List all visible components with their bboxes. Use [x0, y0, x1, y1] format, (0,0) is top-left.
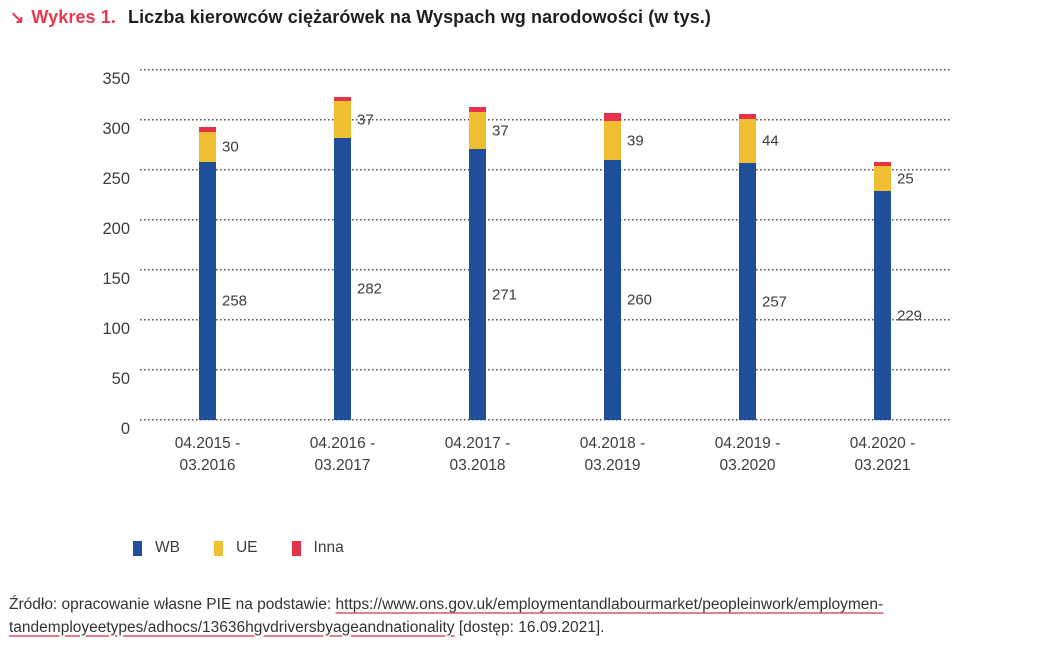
y-tick-label-200: 200 [102, 220, 130, 238]
x-tick-line: 04.2019 - [714, 435, 781, 452]
x-tick-line: 04.2015 - [174, 435, 241, 452]
gridline-200 [140, 219, 950, 221]
value-label-wb-5: 257 [762, 293, 788, 310]
gridline-350 [140, 69, 950, 71]
bar-segment-wb-5 [739, 163, 756, 420]
source-link-part-1[interactable]: https://www.ons.gov.uk/employmentandlabo… [335, 596, 884, 613]
value-label-ue-4: 39 [627, 132, 644, 149]
bar-segment-wb-2 [334, 138, 351, 420]
legend: WB UE Inna [133, 539, 344, 557]
bar-segment-ue-5 [739, 119, 756, 163]
x-tick-line: 04.2016 - [309, 435, 376, 452]
bar-segment-inna-3 [469, 107, 486, 112]
source-link-part-2[interactable]: tandemployeetypes/adhocs/13636hgvdrivers… [9, 618, 455, 636]
x-tick-label-3: 04.2017 - 03.2018 [413, 433, 543, 477]
x-tick-label-5: 04.2019 - 03.2020 [683, 433, 813, 477]
bar-segment-wb-1 [199, 162, 216, 420]
gridline-100 [140, 319, 950, 321]
legend-swatch-ue [213, 540, 223, 556]
chart-number-label: Wykres 1. [31, 7, 116, 27]
bar-segment-inna-6 [874, 162, 891, 166]
value-label-ue-5: 44 [762, 132, 779, 150]
value-label-wb-2: 282 [357, 280, 383, 298]
y-tick-label-0: 0 [120, 420, 130, 438]
southeast-arrow-icon: ↘ [10, 8, 25, 27]
legend-swatch-wb [133, 540, 142, 556]
legend-label-inna: Inna [313, 539, 344, 556]
x-tick-line: 03.2018 [449, 457, 506, 474]
x-tick-line: 03.2020 [719, 457, 776, 474]
bar-segment-inna-2 [334, 97, 351, 101]
bar-segment-wb-3 [469, 149, 486, 420]
x-tick-label-2: 04.2016 - 03.2017 [278, 433, 408, 477]
bar-segment-inna-5 [739, 114, 756, 119]
x-tick-label-4: 04.2018 - 03.2019 [548, 433, 678, 477]
bar-segment-ue-3 [469, 112, 486, 149]
legend-label-wb: WB [155, 539, 180, 556]
bar-segment-ue-1 [199, 132, 216, 162]
x-tick-line: 03.2016 [179, 457, 236, 474]
gridline-250 [140, 169, 950, 171]
y-tick-label-50: 50 [111, 370, 130, 388]
legend-swatch-inna [291, 540, 301, 556]
gridline-0 [140, 419, 950, 421]
chart-header: ↘ Wykres 1. Liczba kierowców ciężarówek … [10, 7, 711, 28]
legend-label-ue: UE [235, 539, 258, 556]
y-tick-label-350: 350 [102, 70, 130, 88]
bar-segment-inna-4 [604, 113, 621, 121]
value-label-ue-2: 37 [357, 111, 374, 128]
bar-segment-inna-1 [199, 127, 216, 132]
value-label-ue-3: 37 [492, 122, 509, 139]
value-label-wb-4: 260 [627, 291, 653, 309]
gridline-300 [140, 119, 950, 121]
source-line-2: tandemployeetypes/adhocs/13636hgvdrivers… [9, 617, 1039, 640]
x-tick-line: 03.2019 [584, 457, 641, 474]
chart-title: Liczba kierowców ciężarówek na Wyspach w… [127, 7, 712, 27]
gridline-50 [140, 369, 950, 371]
legend-item-inna: Inna [291, 539, 344, 557]
value-label-wb-1: 258 [222, 292, 248, 310]
legend-item-ue: UE [213, 539, 258, 557]
y-tick-label-250: 250 [102, 170, 130, 188]
source-note: Źródło: opracowanie własne PIE na podsta… [9, 594, 1039, 639]
y-tick-label-100: 100 [102, 320, 130, 338]
bar-segment-ue-2 [334, 101, 351, 138]
bar-segment-wb-6 [874, 191, 891, 420]
source-suffix: [dostęp: 16.09.2021]. [454, 618, 605, 636]
y-axis: 0 50 100 150 200 250 300 350 [0, 70, 130, 438]
bar-segment-wb-4 [604, 160, 621, 420]
bar-segment-ue-6 [874, 166, 891, 191]
source-prefix: Źródło: opracowanie własne PIE na podsta… [9, 596, 336, 613]
value-label-ue-6: 25 [897, 170, 914, 187]
x-tick-line: 04.2018 - [579, 435, 646, 452]
x-tick-line: 03.2021 [854, 457, 911, 474]
x-tick-line: 04.2020 - [849, 435, 916, 452]
value-label-ue-1: 30 [222, 138, 239, 156]
value-label-wb-3: 271 [492, 286, 518, 303]
y-tick-label-150: 150 [102, 270, 130, 288]
x-tick-line: 04.2017 - [444, 435, 511, 452]
legend-item-wb: WB [133, 539, 180, 557]
value-label-wb-6: 229 [897, 307, 923, 324]
source-line-1: Źródło: opracowanie własne PIE na podsta… [9, 594, 1039, 617]
gridline-150 [140, 269, 950, 271]
x-tick-line: 03.2017 [314, 457, 371, 474]
y-tick-label-300: 300 [102, 120, 130, 138]
plot-area: 258 30 04.2015 - 03.2016 282 37 04.2016 - 03.20… [140, 69, 950, 474]
bar-segment-ue-4 [604, 121, 621, 160]
x-tick-label-6: 04.2020 - 03.2021 [818, 433, 948, 477]
x-tick-label-1: 04.2015 - 03.2016 [143, 433, 273, 477]
